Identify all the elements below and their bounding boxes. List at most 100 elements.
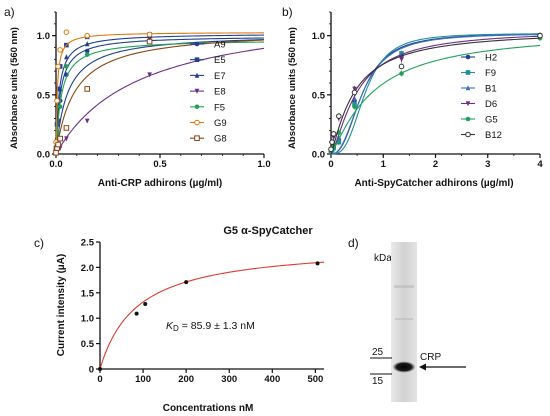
data-point: [146, 31, 153, 38]
data-point: [84, 86, 91, 92]
data-point: [98, 367, 102, 371]
legend-label: G5: [485, 115, 498, 126]
data-point: [352, 104, 357, 109]
y-tick-label: 0.5: [312, 90, 326, 101]
legend-label: H2: [485, 53, 497, 64]
panel-b-xlabel: Anti-SpyCatcher adhirons (µg/ml): [354, 178, 513, 189]
data-point: [55, 86, 61, 92]
legend-marker: [465, 131, 471, 138]
x-tick-label: 100: [135, 374, 151, 385]
data-point: [84, 41, 90, 47]
x-tick-label: 0.5: [153, 159, 167, 170]
data-point: [64, 54, 69, 60]
legend-marker: [194, 57, 200, 62]
plot-c: 0 100 200 300 400 500 0 0.5 1.0 1.5 2.0 2.5: [81, 238, 325, 385]
data-point: [53, 150, 59, 156]
fit-curve-f5: [55, 41, 265, 154]
panel-b: b) Absorbance units (560 nm) Anti-SpyCat…: [282, 5, 543, 189]
fit-curve-g9: [55, 32, 265, 154]
data-point: [64, 64, 69, 69]
legend-marker: [194, 135, 200, 141]
x-tick-label: 0: [97, 374, 102, 385]
data-point: [399, 71, 404, 76]
y-tick-label: 1.0: [37, 31, 50, 42]
legend-label: E5: [214, 55, 226, 66]
legend-label: G9: [214, 118, 227, 129]
data-point: [84, 118, 90, 124]
data-point: [63, 29, 70, 35]
data-point: [146, 38, 153, 45]
y-tick-label: 1.0: [312, 31, 325, 42]
x-tick-label: 3: [485, 159, 490, 170]
legend-marker: [465, 70, 471, 75]
legend-marker: [465, 54, 471, 60]
x-tick-label: 300: [221, 374, 237, 385]
panel-c-ylabel: Current intensity (µA): [56, 254, 67, 356]
legend-label: B1: [485, 84, 497, 95]
x-tick-label: 1: [381, 159, 387, 170]
y-tick-label: 2.5: [81, 238, 95, 249]
legend-marker: [465, 85, 471, 91]
panel-a-ylabel: Absorbance units (560 nm): [9, 27, 20, 149]
legend-marker: [465, 101, 471, 107]
fit-curve-e8: [55, 47, 265, 155]
legend-marker: [194, 119, 200, 126]
data-point: [537, 32, 543, 39]
legend-marker: [194, 72, 200, 78]
data-point: [57, 86, 63, 92]
crp-band: [393, 361, 415, 373]
panel-a: a) Absorbance units (560 nm) Anti-CRP ad…: [4, 5, 271, 189]
data-point: [328, 146, 334, 153]
legend-label: F9: [485, 68, 496, 79]
blot-smear: [394, 285, 414, 288]
data-point: [330, 131, 337, 137]
panel-c-label: c): [34, 236, 44, 250]
data-point: [398, 63, 405, 70]
data-point: [399, 57, 404, 63]
y-tick-label: 0.0: [312, 150, 325, 161]
fit-curve-b1: [331, 34, 541, 155]
data-point: [84, 52, 90, 57]
plot-b: 0 1 2 3 4 0.0 0.5 1.0: [312, 11, 543, 170]
x-tick-label: 500: [307, 374, 323, 385]
data-point: [57, 135, 63, 142]
y-tick-label: 0: [89, 365, 94, 376]
blot-image: [391, 242, 417, 402]
x-tick-label: 0: [328, 159, 333, 170]
data-point: [64, 136, 69, 142]
x-tick-label: 2: [433, 159, 438, 170]
data-point: [57, 47, 63, 53]
panel-d: d) kDa 25 15 CRP: [348, 236, 466, 402]
x-tick-label: 200: [178, 374, 194, 385]
legend-label: E8: [214, 87, 226, 98]
fit-curve-f9: [331, 33, 541, 155]
legend-label: B12: [485, 130, 502, 141]
data-point: [55, 141, 61, 148]
x-tick-label: 0.0: [49, 159, 62, 170]
legend-label: E7: [214, 71, 226, 82]
fit-curve-b12: [330, 37, 541, 155]
legend-label: D6: [485, 99, 497, 110]
panel-c-title: G5 α-SpyCatcher: [223, 225, 313, 237]
y-tick-label: 1.5: [81, 288, 95, 299]
plot-a: 0.0 0.5 1.0 0.0 0.5 1.0: [37, 11, 271, 170]
blot-unit-label: kDa: [374, 253, 392, 264]
y-tick-label: 0.0: [37, 150, 50, 161]
panel-b-label: b): [282, 5, 293, 19]
x-tick-label: 1.0: [257, 159, 270, 170]
data-point: [336, 139, 342, 145]
data-point: [147, 72, 152, 78]
data-point: [351, 89, 358, 96]
blot-lane: [391, 242, 417, 402]
panel-d-label: d): [348, 236, 359, 250]
marker-25-label: 25: [372, 347, 384, 358]
data-point: [84, 32, 90, 39]
panel-c-xlabel: Concentrations nM: [163, 403, 254, 414]
data-point: [184, 280, 189, 285]
data-point: [143, 301, 148, 306]
x-tick-label: 400: [264, 374, 280, 385]
data-point: [329, 139, 335, 145]
legend-marker: [194, 41, 200, 47]
legend-label: F5: [214, 102, 225, 113]
